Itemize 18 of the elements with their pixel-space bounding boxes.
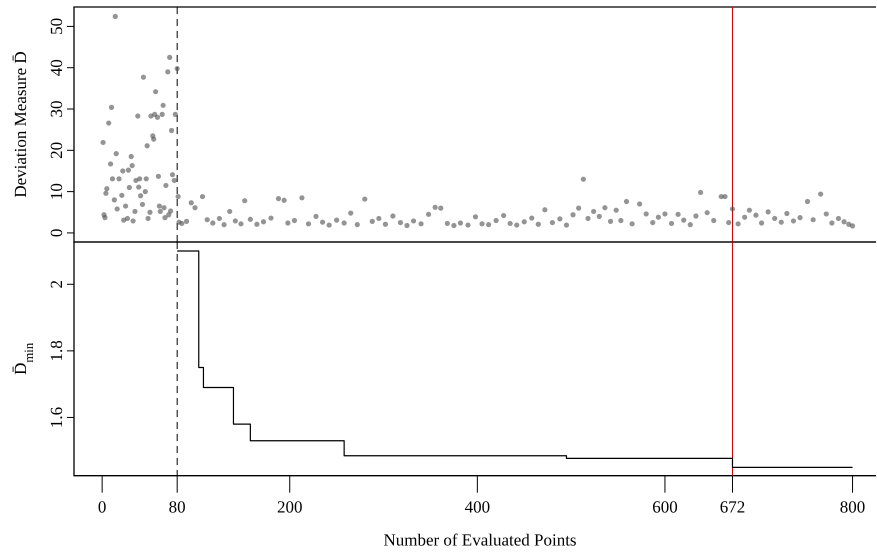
y-axis-title: Deviation Measure D̄ <box>11 51 30 198</box>
y-tick-label: 20 <box>47 142 66 159</box>
x-tick-label: 0 <box>98 498 106 517</box>
y-tick-label: 10 <box>47 183 66 200</box>
x-tick-label: 672 <box>720 498 746 517</box>
y-tick-label: 2 <box>47 280 66 289</box>
x-tick-label: 80 <box>168 498 186 517</box>
y-tick-label: 1.6 <box>47 406 66 428</box>
y-tick-label: 50 <box>47 18 66 35</box>
x-tick-label: 600 <box>652 498 678 517</box>
x-axis-title: Number of Evaluated Points <box>383 530 577 550</box>
y-tick-label: 40 <box>47 59 66 76</box>
x-tick-label: 200 <box>276 498 302 517</box>
y-tick-label: 1.8 <box>47 340 66 362</box>
x-tick-label: 800 <box>840 498 866 517</box>
y-tick-label: 0 <box>47 228 66 238</box>
x-tick-label: 400 <box>464 498 490 517</box>
y-tick-label: 30 <box>47 100 66 118</box>
